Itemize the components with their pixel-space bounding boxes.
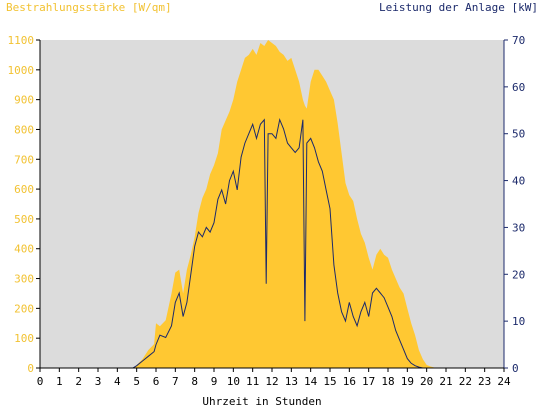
left-axis-ticks: 0 100 200 300 400 500 600 700 800 900 1000 1100 [8, 34, 40, 375]
right-tick-label: 0 [512, 362, 519, 375]
x-axis-ticks: 0 1 2 3 4 5 6 7 8 9 10 11 12 13 14 15 16 17 18 19 20 21 22 23 24 [37, 368, 511, 388]
x-tick-label: 12 [265, 375, 278, 388]
x-tick-label: 15 [323, 375, 336, 388]
left-tick-label: 0 [27, 362, 34, 375]
left-axis-title: Bestrahlungsstärke [W/qm] [6, 1, 172, 14]
x-tick-label: 9 [211, 375, 218, 388]
left-tick-label: 200 [14, 302, 34, 315]
x-tick-label: 18 [381, 375, 394, 388]
right-tick-label: 60 [512, 81, 525, 94]
left-tick-label: 100 [14, 332, 34, 345]
x-tick-label: 24 [497, 375, 511, 388]
x-tick-label: 3 [95, 375, 102, 388]
x-tick-label: 17 [362, 375, 375, 388]
x-tick-label: 22 [459, 375, 472, 388]
x-tick-label: 0 [37, 375, 44, 388]
left-tick-label: 600 [14, 183, 34, 196]
x-tick-label: 20 [420, 375, 433, 388]
left-tick-label: 300 [14, 273, 34, 286]
x-tick-label: 8 [191, 375, 198, 388]
x-tick-label: 21 [439, 375, 452, 388]
irradiance-area [40, 40, 504, 368]
left-tick-label: 900 [14, 94, 34, 107]
x-tick-label: 10 [227, 375, 240, 388]
x-tick-label: 7 [172, 375, 179, 388]
left-tick-label: 400 [14, 243, 34, 256]
x-axis-title: Uhrzeit in Stunden [202, 395, 321, 408]
left-tick-label: 800 [14, 123, 34, 136]
x-tick-label: 5 [133, 375, 140, 388]
right-tick-label: 70 [512, 34, 525, 47]
x-tick-label: 4 [114, 375, 121, 388]
right-tick-label: 30 [512, 221, 525, 234]
x-tick-label: 6 [153, 375, 160, 388]
x-tick-label: 16 [343, 375, 356, 388]
x-tick-label: 13 [285, 375, 298, 388]
right-tick-label: 50 [512, 128, 525, 141]
x-tick-label: 19 [401, 375, 414, 388]
right-tick-label: 10 [512, 315, 525, 328]
x-tick-label: 23 [478, 375, 491, 388]
left-tick-label: 1000 [8, 64, 35, 77]
x-tick-label: 1 [56, 375, 63, 388]
x-tick-label: 2 [75, 375, 82, 388]
left-tick-label: 700 [14, 153, 34, 166]
right-axis-ticks: 0 10 20 30 40 50 60 70 [504, 34, 525, 375]
right-axis-title: Leistung der Anlage [kW] [379, 1, 538, 14]
left-tick-label: 1100 [8, 34, 35, 47]
power-line [40, 118, 504, 369]
x-tick-label: 11 [246, 375, 259, 388]
right-tick-label: 20 [512, 268, 525, 281]
x-tick-label: 14 [304, 375, 318, 388]
right-tick-label: 40 [512, 175, 525, 188]
left-tick-label: 500 [14, 213, 34, 226]
